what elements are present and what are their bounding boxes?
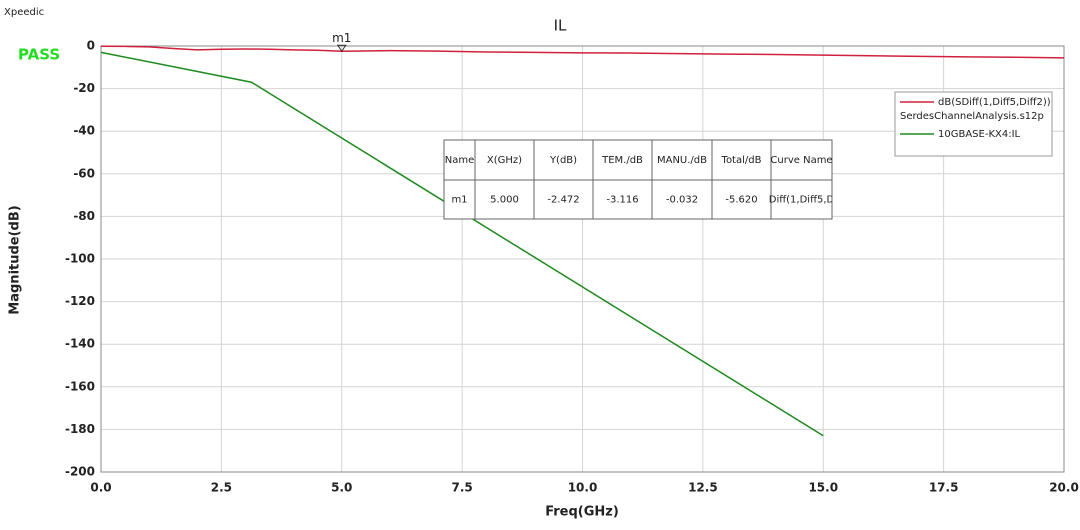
table-cell: m1 bbox=[451, 195, 467, 206]
marker-label: m1 bbox=[332, 31, 351, 45]
series-line bbox=[100, 51, 824, 437]
x-tick-label: 15.0 bbox=[808, 481, 838, 495]
marker-table bbox=[443, 139, 833, 220]
y-tick-label: -20 bbox=[73, 81, 95, 95]
plot-frame bbox=[100, 45, 1065, 473]
table-cell: 5.000 bbox=[490, 195, 519, 206]
table-cell: MANU./dB bbox=[657, 155, 707, 166]
table-text: Name X(GHz) Y(dB) TEM./dB MANU./dB Total/dB Cu… bbox=[445, 155, 835, 206]
x-tick-label: 10.0 bbox=[568, 481, 598, 495]
x-tick-label: 2.5 bbox=[211, 481, 232, 495]
table-cell: -3.116 bbox=[606, 195, 638, 206]
marker bbox=[336, 44, 347, 53]
x-tick-label: 0.0 bbox=[90, 481, 111, 495]
table-cell: Curve Name bbox=[770, 155, 832, 166]
y-tick-label: -200 bbox=[65, 465, 95, 479]
table-cell: -2.472 bbox=[547, 195, 579, 206]
y-tick-label: -160 bbox=[65, 379, 95, 393]
status: PASS bbox=[18, 46, 60, 64]
legend-file: SerdesChannelAnalysis.s12p bbox=[900, 111, 1044, 122]
x-axis-label: Freq(GHz) bbox=[545, 505, 619, 520]
table-cell: Name bbox=[445, 155, 475, 166]
y-tick-label: -180 bbox=[65, 422, 95, 436]
brand: Xpeedic bbox=[4, 7, 44, 18]
table-cell: Diff(1,Diff5,D bbox=[769, 195, 835, 206]
x-tick-label: 20.0 bbox=[1049, 481, 1079, 495]
x-tick-label: 12.5 bbox=[688, 481, 718, 495]
x-tick-label: 5.0 bbox=[331, 481, 352, 495]
legend-label: dB(SDiff(1,Diff5,Diff2)) bbox=[938, 97, 1051, 108]
x-tick-label: 7.5 bbox=[451, 481, 472, 495]
table-cell: -0.032 bbox=[666, 195, 698, 206]
y-tick-label: -60 bbox=[73, 166, 95, 180]
y-tick-label: -120 bbox=[65, 294, 95, 308]
y-axis-label: Magnitude(dB) bbox=[8, 205, 23, 314]
y-tick-label: -40 bbox=[73, 124, 95, 138]
legend-label: 10GBASE-KX4:IL bbox=[938, 129, 1021, 140]
y-tick-label: 0 bbox=[87, 39, 95, 53]
table-cell: X(GHz) bbox=[487, 155, 522, 166]
x-tick-label: 17.5 bbox=[929, 481, 959, 495]
chart-title: IL bbox=[554, 17, 567, 35]
y-tick-label: -140 bbox=[65, 337, 95, 351]
table-cell: TEM./dB bbox=[601, 155, 643, 166]
y-tick-label: -80 bbox=[73, 209, 95, 223]
table-cell: -5.620 bbox=[725, 195, 757, 206]
y-tick-label: -100 bbox=[65, 252, 95, 266]
series-line bbox=[100, 45, 1065, 59]
table-cell: Total/dB bbox=[721, 155, 762, 166]
table-cell: Y(dB) bbox=[549, 155, 577, 166]
